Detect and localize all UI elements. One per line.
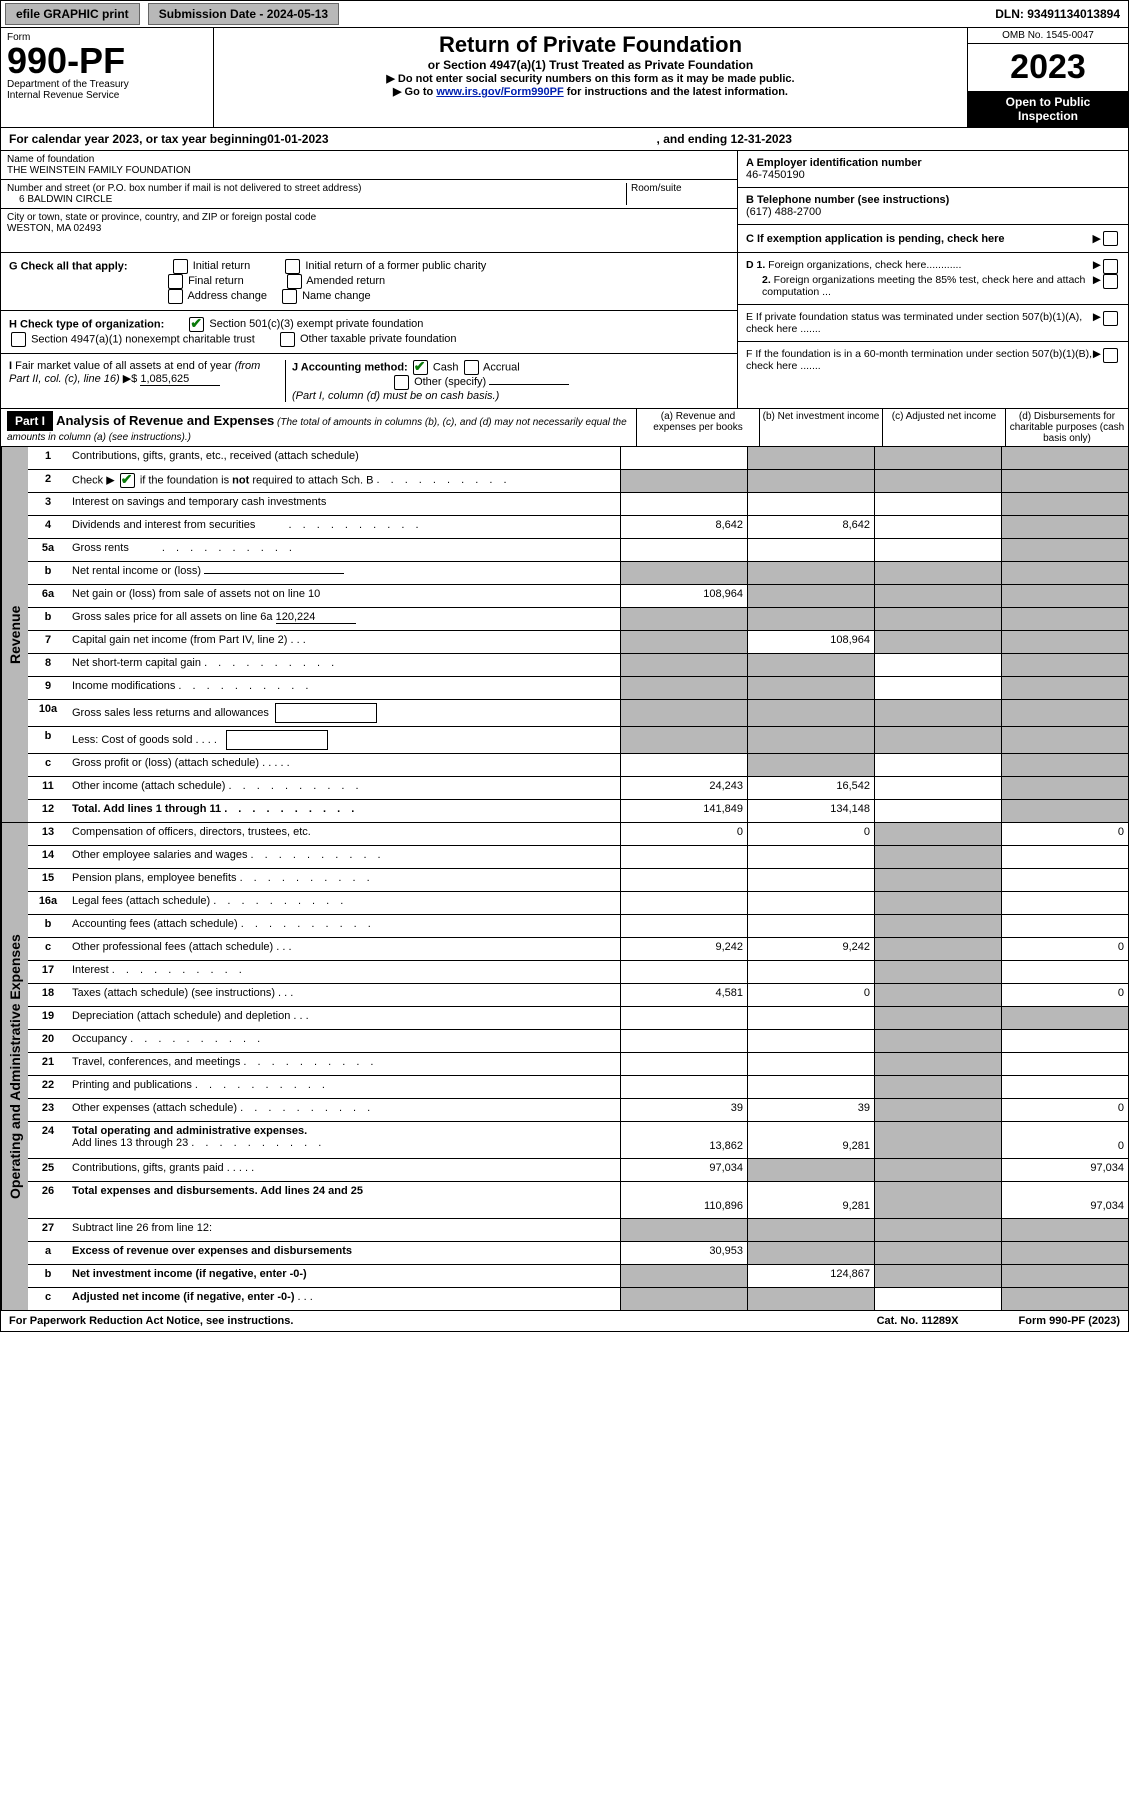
submission-date: Submission Date - 2024-05-13: [148, 3, 339, 25]
c-row: C If exemption application is pending, c…: [738, 225, 1128, 252]
note2: ▶ Go to www.irs.gov/Form990PF for instru…: [220, 85, 961, 98]
tax-year: 2023: [968, 44, 1128, 91]
cb-f[interactable]: [1103, 348, 1118, 363]
cb-501c3[interactable]: [189, 317, 204, 332]
checkbox-section: G Check all that apply: Initial return I…: [0, 253, 1129, 409]
phone-row: B Telephone number (see instructions) (6…: [738, 188, 1128, 225]
c-checkbox[interactable]: [1103, 231, 1118, 246]
period-begin: 01-01-2023: [267, 132, 328, 146]
phone-value: (617) 488-2700: [746, 206, 1120, 218]
form-header: Form 990-PF Department of the Treasury I…: [0, 28, 1129, 128]
header-left: Form 990-PF Department of the Treasury I…: [1, 28, 214, 127]
period-end: 12-31-2023: [731, 132, 792, 146]
room-label: Room/suite: [626, 183, 731, 205]
header-right: OMB No. 1545-0047 2023 Open to Public In…: [967, 28, 1128, 127]
page-footer: For Paperwork Reduction Act Notice, see …: [0, 1311, 1129, 1332]
top-bar: efile GRAPHIC print Submission Date - 20…: [0, 0, 1129, 28]
entity-block: Name of foundation THE WEINSTEIN FAMILY …: [0, 151, 1129, 253]
fmv-value: 1,085,625: [140, 373, 220, 386]
city-row: City or town, state or province, country…: [1, 209, 737, 237]
form-title: Return of Private Foundation: [220, 32, 961, 58]
cb-other-taxable[interactable]: [280, 332, 295, 347]
cb-name[interactable]: [282, 289, 297, 304]
revenue-label: Revenue: [1, 447, 28, 822]
cb-d2[interactable]: [1103, 274, 1118, 289]
dln: DLN: 93491134013894: [987, 4, 1128, 24]
open-public: Open to Public Inspection: [968, 91, 1128, 127]
form-link[interactable]: www.irs.gov/Form990PF: [436, 86, 563, 98]
addr-row: Number and street (or P.O. box number if…: [1, 180, 737, 209]
ij-row: I I Fair market value of all assets at e…: [1, 354, 737, 408]
h-row: H Check type of organization: Section 50…: [1, 311, 737, 354]
form-number: 990-PF: [7, 43, 207, 79]
f-row: F If the foundation is in a 60-month ter…: [738, 342, 1128, 378]
omb: OMB No. 1545-0047: [968, 28, 1128, 44]
cb-schb[interactable]: [120, 473, 135, 488]
d-row: D 1. Foreign organizations, check here..…: [738, 253, 1128, 305]
expenses-label: Operating and Administrative Expenses: [1, 823, 28, 1310]
form-ref: Form 990-PF (2023): [1019, 1315, 1120, 1327]
dept2: Internal Revenue Service: [7, 90, 207, 101]
ein-value: 46-7450190: [746, 169, 1120, 181]
revenue-table: Revenue 1Contributions, gifts, grants, e…: [0, 447, 1129, 823]
expenses-table: Operating and Administrative Expenses 13…: [0, 823, 1129, 1311]
street-address: 6 BALDWIN CIRCLE: [7, 194, 626, 205]
cb-cash[interactable]: [413, 360, 428, 375]
form-subtitle: or Section 4947(a)(1) Trust Treated as P…: [220, 58, 961, 72]
dept1: Department of the Treasury: [7, 79, 207, 90]
cb-initial[interactable]: [173, 259, 188, 274]
e-row: E If private foundation status was termi…: [738, 305, 1128, 342]
city-state-zip: WESTON, MA 02493: [7, 223, 731, 234]
col-b-hdr: (b) Net investment income: [759, 409, 882, 446]
efile-btn[interactable]: efile GRAPHIC print: [5, 3, 140, 25]
col-a-hdr: (a) Revenue and expenses per books: [636, 409, 759, 446]
cb-initial-former[interactable]: [285, 259, 300, 274]
cb-d1[interactable]: [1103, 259, 1118, 274]
name-row: Name of foundation THE WEINSTEIN FAMILY …: [1, 151, 737, 180]
period-row: For calendar year 2023, or tax year begi…: [0, 128, 1129, 151]
col-d-hdr: (d) Disbursements for charitable purpose…: [1005, 409, 1128, 446]
note1: ▶ Do not enter social security numbers o…: [220, 72, 961, 85]
header-mid: Return of Private Foundation or Section …: [214, 28, 967, 127]
cb-address[interactable]: [168, 289, 183, 304]
cb-final[interactable]: [168, 274, 183, 289]
foundation-name: THE WEINSTEIN FAMILY FOUNDATION: [7, 165, 731, 176]
paperwork-notice: For Paperwork Reduction Act Notice, see …: [9, 1315, 293, 1327]
cb-other-method[interactable]: [394, 375, 409, 390]
part1-header: Part I Analysis of Revenue and Expenses …: [0, 409, 1129, 447]
cb-e[interactable]: [1103, 311, 1118, 326]
cb-accrual[interactable]: [464, 360, 479, 375]
part1-tag: Part I: [7, 411, 53, 431]
g-row: G Check all that apply: Initial return I…: [1, 253, 737, 311]
col-c-hdr: (c) Adjusted net income: [882, 409, 1005, 446]
cb-amended[interactable]: [287, 274, 302, 289]
l6b-val: 120,224: [276, 611, 356, 624]
cb-4947[interactable]: [11, 332, 26, 347]
ein-row: A Employer identification number 46-7450…: [738, 151, 1128, 188]
cat-no: Cat. No. 11289X: [877, 1315, 959, 1327]
